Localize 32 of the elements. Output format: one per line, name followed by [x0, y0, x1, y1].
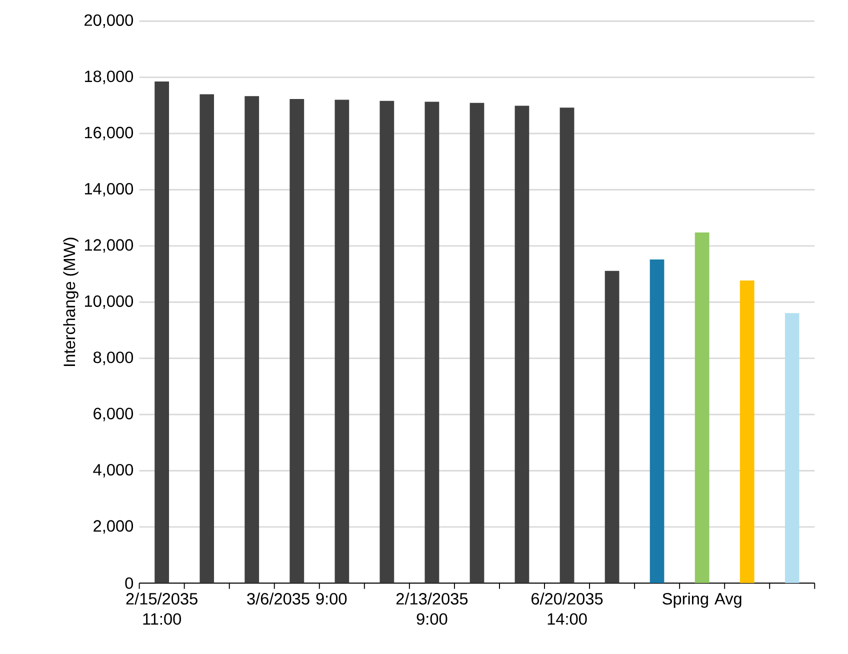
y-tick-label: 18,000: [84, 70, 134, 84]
bar: [694, 232, 710, 584]
bar: [470, 102, 484, 584]
bar: [334, 100, 350, 584]
x-tick-label: Spring Avg: [662, 592, 742, 608]
bar: [740, 280, 754, 584]
y-tick-label: 8,000: [94, 351, 134, 365]
y-tick-label: 10,000: [84, 295, 134, 309]
bar: [604, 270, 620, 584]
bar: [200, 94, 214, 584]
y-tick-label: 16,000: [84, 126, 134, 140]
y-tick-label: 14,000: [84, 182, 134, 196]
bar: [560, 108, 574, 584]
x-tick-label: 6/20/2035 14:00: [532, 592, 603, 625]
y-tick-label: 12,000: [84, 239, 134, 253]
bar: [650, 259, 664, 584]
y-tick-label: 6,000: [94, 408, 134, 422]
y-tick-label: 0: [125, 577, 134, 589]
bar: [784, 312, 800, 584]
x-tick-label: 2/15/2035 11:00: [126, 592, 198, 625]
bar: [514, 106, 530, 584]
bar: [290, 98, 304, 584]
bar: [154, 81, 170, 584]
x-tick-label: 3/6/2035 9:00: [247, 592, 347, 604]
bar: [424, 102, 440, 584]
y-tick-label: 4,000: [93, 464, 134, 478]
y-tick-label: 2,000: [94, 520, 134, 534]
bar: [244, 96, 260, 584]
y-axis-title: Interchange (MW): [63, 238, 78, 366]
y-tick-label: 20,000: [84, 14, 134, 28]
x-tick-label: 2/13/2035 9:00: [396, 592, 468, 625]
bar: [380, 100, 394, 584]
